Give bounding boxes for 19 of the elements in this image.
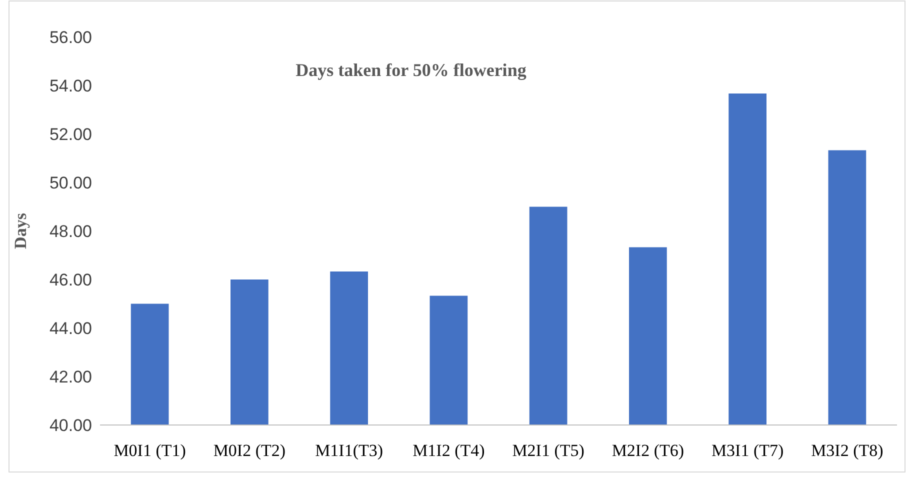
y-tick-label: 52.00 (49, 124, 92, 144)
x-tick-label: M0I2 (T2) (213, 441, 286, 460)
x-tick-label: M0I1 (T1) (114, 441, 186, 460)
x-tick-label: M2I1 (T5) (512, 441, 584, 460)
x-tick-label: M1I1(T3) (315, 441, 384, 460)
x-tick-label: M1I2 (T4) (412, 441, 485, 460)
y-tick-label: 50.00 (49, 173, 92, 192)
y-tick-label: 46.00 (49, 270, 92, 290)
y-axis-title: Days (11, 212, 30, 249)
y-tick-label: 54.00 (49, 76, 92, 96)
y-tick-label: 40.00 (49, 416, 92, 435)
x-tick-label: M3I1 (T7) (711, 441, 784, 460)
y-tick-label: 42.00 (49, 367, 92, 386)
x-tick-label: M3I2 (T8) (811, 441, 884, 460)
y-tick-label: 44.00 (49, 318, 92, 338)
x-tick-label: M2I2 (T6) (612, 441, 684, 460)
y-tick-label: 56.00 (49, 28, 92, 47)
y-tick-label: 48.00 (49, 222, 92, 241)
text: Days taken for 50% flowering (296, 60, 526, 80)
